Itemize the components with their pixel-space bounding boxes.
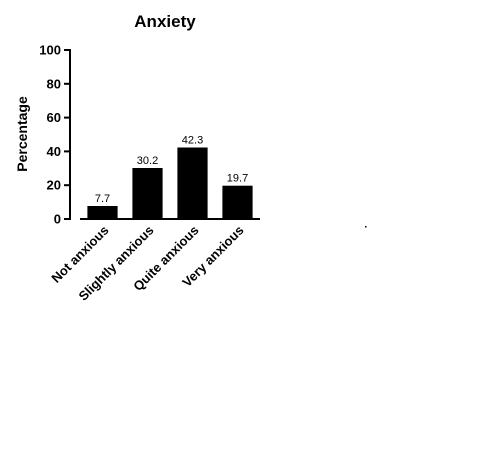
y-axis-ticks: 0 20 40 60 80 100 [39, 43, 70, 227]
y-tick-label: 100 [39, 43, 61, 58]
y-tick-label: 60 [47, 110, 61, 125]
bar-1 [132, 168, 163, 219]
bar-2 [177, 147, 208, 219]
y-tick-label: 40 [47, 144, 61, 159]
data-label-3: 19.7 [227, 173, 248, 185]
y-axis-label: Percentage [14, 96, 30, 172]
y-tick-label: 80 [47, 76, 61, 91]
bar-3 [222, 185, 253, 219]
bars [87, 147, 253, 219]
data-label-0: 7.7 [95, 193, 110, 205]
bar-0 [87, 206, 118, 219]
data-labels: 7.7 30.2 42.3 19.7 [95, 135, 248, 206]
chart-title: Anxiety [134, 12, 196, 31]
y-tick-label: 0 [54, 212, 61, 227]
y-tick-label: 20 [47, 178, 61, 193]
stray-dot [365, 226, 367, 228]
data-label-2: 42.3 [182, 135, 203, 147]
data-label-1: 30.2 [137, 155, 158, 167]
